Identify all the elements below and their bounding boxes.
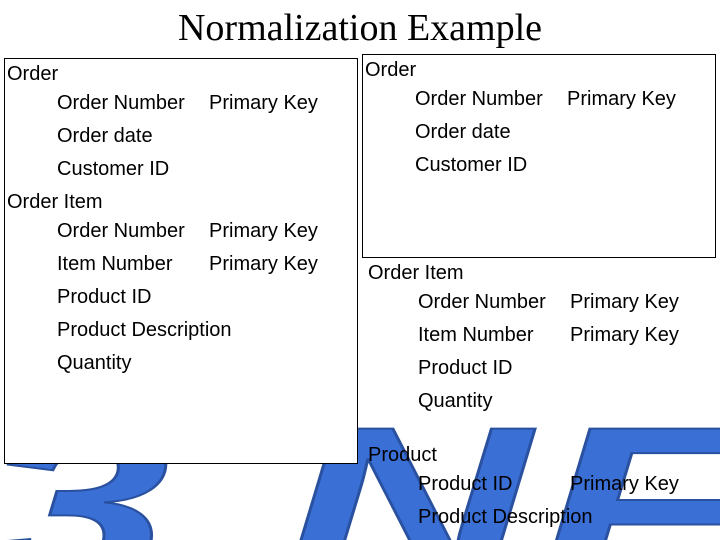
field-row: Product ID xyxy=(57,286,357,309)
field-label: Order Number xyxy=(57,92,209,115)
right-order-box: Order Order Number Primary Key Order dat… xyxy=(362,54,716,258)
field-label: Quantity xyxy=(57,352,209,375)
field-label: Product ID xyxy=(418,473,570,496)
field-label: Order date xyxy=(415,121,567,144)
field-row: Quantity xyxy=(57,352,357,375)
field-row: Product Description xyxy=(57,319,357,342)
field-row: Product Description xyxy=(418,506,679,529)
field-label: Order date xyxy=(57,125,209,148)
right-product-block: Product Product ID Primary Key Product D… xyxy=(366,440,679,539)
table-name: Order Item xyxy=(368,262,679,285)
field-label: Order Number xyxy=(418,291,570,314)
field-row: Order date xyxy=(57,125,357,148)
right-order-item-block: Order Item Order Number Primary Key Item… xyxy=(366,258,679,423)
field-label: Customer ID xyxy=(415,154,567,177)
field-row: Quantity xyxy=(418,390,679,413)
field-row: Order Number Primary Key xyxy=(418,291,679,314)
field-label: Product Description xyxy=(57,319,232,342)
field-label: Order Number xyxy=(415,88,567,111)
field-row: Product ID Primary Key xyxy=(418,473,679,496)
field-row: Customer ID xyxy=(415,154,715,177)
field-label: Product ID xyxy=(418,357,570,380)
field-note: Primary Key xyxy=(209,220,318,243)
table-name: Product xyxy=(368,444,679,467)
field-row: Order date xyxy=(415,121,715,144)
table-name: Order xyxy=(7,63,357,86)
field-row: Customer ID xyxy=(57,158,357,181)
slide-title: Normalization Example xyxy=(0,6,720,50)
field-note: Primary Key xyxy=(209,253,318,276)
field-note: Primary Key xyxy=(570,473,679,496)
field-note: Primary Key xyxy=(209,92,318,115)
field-label: Customer ID xyxy=(57,158,209,181)
field-row: Item Number Primary Key xyxy=(57,253,357,276)
field-note: Primary Key xyxy=(570,291,679,314)
field-row: Order Number Primary Key xyxy=(57,92,357,115)
table-name: Order xyxy=(365,59,715,82)
field-label: Product Description xyxy=(418,506,593,529)
field-row: Item Number Primary Key xyxy=(418,324,679,347)
field-label: Item Number xyxy=(418,324,570,347)
table-name: Order Item xyxy=(7,191,357,214)
field-note: Primary Key xyxy=(570,324,679,347)
field-label: Order Number xyxy=(57,220,209,243)
field-row: Product ID xyxy=(418,357,679,380)
field-row: Order Number Primary Key xyxy=(57,220,357,243)
field-note: Primary Key xyxy=(567,88,676,111)
field-label: Quantity xyxy=(418,390,570,413)
field-label: Product ID xyxy=(57,286,209,309)
field-row: Order Number Primary Key xyxy=(415,88,715,111)
field-label: Item Number xyxy=(57,253,209,276)
left-schema-box: Order Order Number Primary Key Order dat… xyxy=(4,58,358,464)
